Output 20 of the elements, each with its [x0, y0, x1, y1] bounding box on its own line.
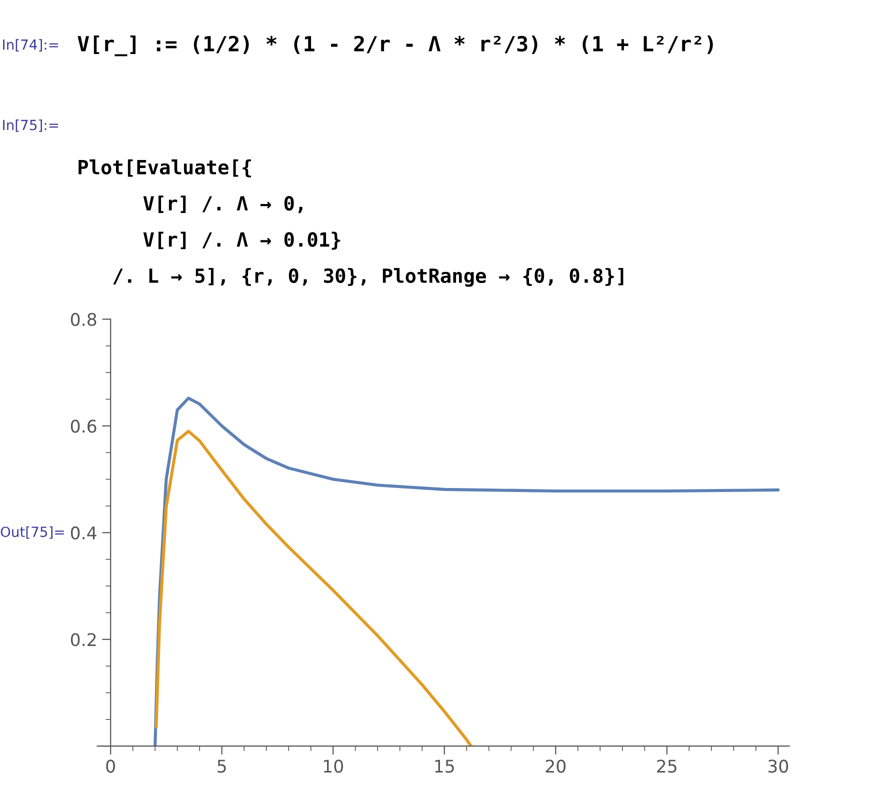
text: V[r] /. Λ → 0.01} — [143, 232, 340, 250]
text: V[r] /. Λ → 0, — [143, 196, 302, 214]
text: /. L → 5], {r, 0, 30}, PlotRange → {0, 0.8}] — [113, 268, 624, 287]
y-tick-label: 0.4 — [70, 526, 96, 540]
text: V[r_] := (1/2) * (1 - 2/r - Λ * r²/3) * (1 + L²/r²) — [78, 35, 713, 56]
text: Out[75]= — [0, 526, 64, 539]
x-tick-label: 15 — [435, 760, 454, 773]
text: In[75]:= — [3, 120, 58, 132]
text: Plot[Evaluate[{ — [78, 159, 251, 178]
x-tick-label: 25 — [657, 760, 676, 773]
y-tick-label: 0.8 — [70, 312, 96, 326]
x-tick-label: 10 — [324, 760, 343, 773]
x-tick-label: 30 — [768, 760, 788, 773]
x-tick-label: 0 — [106, 760, 115, 773]
text: In[74]:= — [3, 39, 58, 52]
y-tick-label: 0.6 — [70, 420, 96, 433]
x-tick-label: 5 — [218, 760, 226, 773]
x-tick-label: 20 — [546, 760, 566, 773]
y-tick-label: 0.2 — [70, 633, 96, 646]
line-series — [154, 430, 473, 746]
